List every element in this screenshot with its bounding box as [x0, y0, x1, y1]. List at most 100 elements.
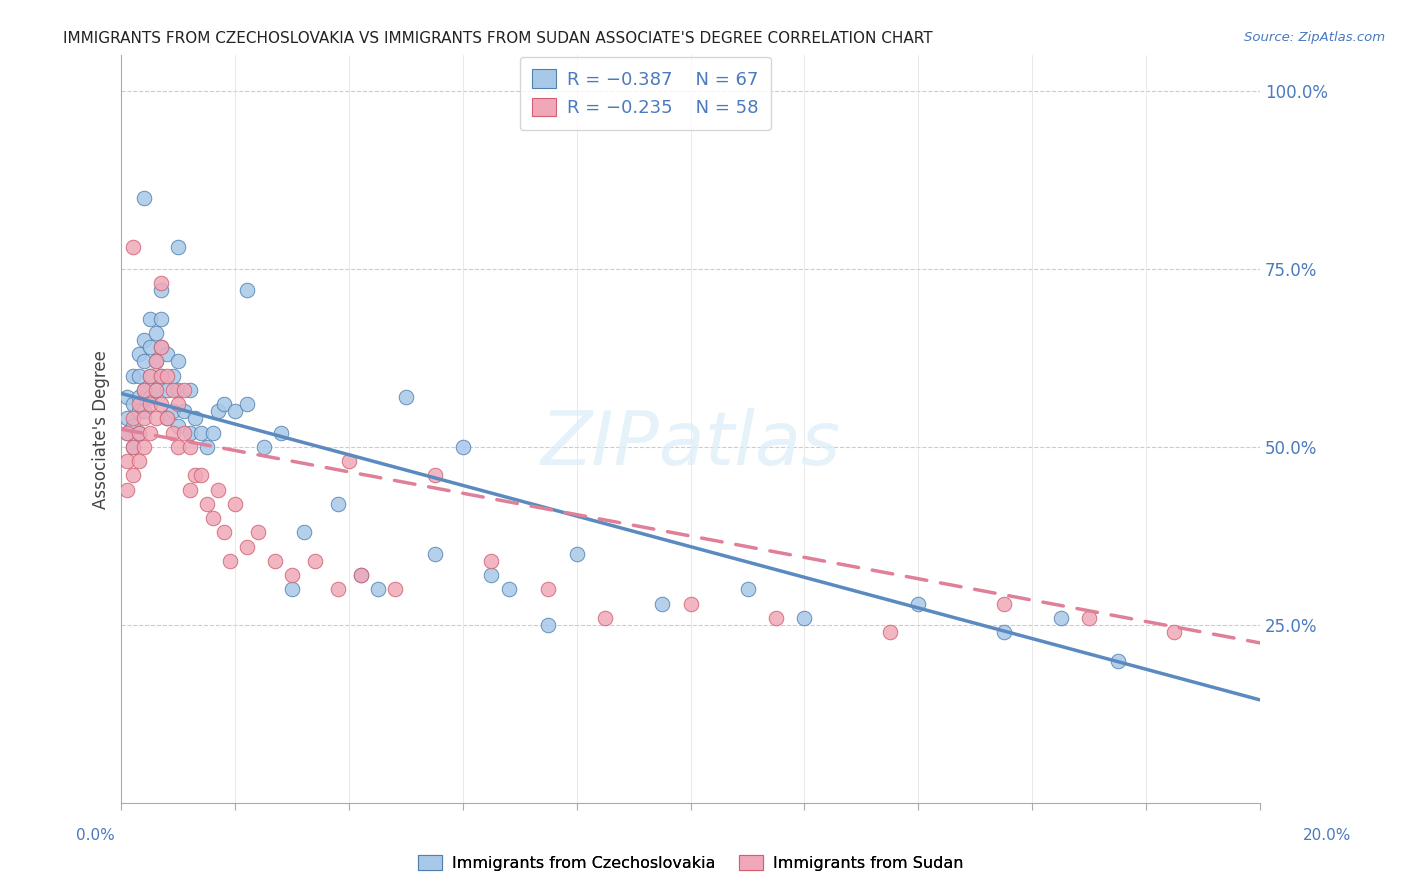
Text: IMMIGRANTS FROM CZECHOSLOVAKIA VS IMMIGRANTS FROM SUDAN ASSOCIATE'S DEGREE CORRE: IMMIGRANTS FROM CZECHOSLOVAKIA VS IMMIGR…: [63, 31, 934, 46]
Point: [179, 440, 201, 454]
Point: [292, 525, 315, 540]
Point: [207, 483, 229, 497]
Point: [179, 483, 201, 497]
Point: [481, 568, 503, 582]
Point: [150, 397, 173, 411]
Point: [128, 397, 150, 411]
Point: [134, 333, 156, 347]
Point: [565, 547, 588, 561]
Point: [451, 440, 474, 454]
Point: [121, 468, 143, 483]
Point: [173, 383, 195, 397]
Legend: Immigrants from Czechoslovakia, Immigrants from Sudan: Immigrants from Czechoslovakia, Immigran…: [412, 849, 970, 878]
Point: [150, 276, 173, 290]
Point: [115, 454, 138, 468]
Point: [304, 554, 326, 568]
Point: [190, 425, 212, 440]
Point: [264, 554, 287, 568]
Point: [139, 340, 162, 354]
Point: [907, 597, 929, 611]
Point: [235, 397, 257, 411]
Point: [1107, 654, 1129, 668]
Point: [326, 497, 349, 511]
Point: [167, 354, 190, 368]
Point: [121, 397, 143, 411]
Point: [150, 283, 173, 297]
Text: 20.0%: 20.0%: [1303, 829, 1351, 843]
Point: [145, 354, 167, 368]
Point: [121, 240, 143, 254]
Text: Source: ZipAtlas.com: Source: ZipAtlas.com: [1244, 31, 1385, 45]
Point: [993, 597, 1015, 611]
Point: [121, 418, 143, 433]
Point: [247, 525, 270, 540]
Point: [115, 411, 138, 425]
Point: [128, 425, 150, 440]
Point: [537, 582, 560, 597]
Point: [212, 397, 235, 411]
Point: [184, 468, 207, 483]
Point: [121, 368, 143, 383]
Point: [128, 454, 150, 468]
Point: [139, 390, 162, 404]
Y-axis label: Associate's Degree: Associate's Degree: [93, 350, 110, 508]
Point: [337, 454, 360, 468]
Point: [326, 582, 349, 597]
Point: [162, 404, 184, 418]
Point: [765, 611, 787, 625]
Point: [162, 425, 184, 440]
Point: [134, 383, 156, 397]
Point: [145, 326, 167, 340]
Point: [139, 368, 162, 383]
Point: [134, 404, 156, 418]
Point: [150, 340, 173, 354]
Point: [253, 440, 276, 454]
Point: [281, 582, 304, 597]
Point: [139, 425, 162, 440]
Point: [150, 368, 173, 383]
Point: [173, 425, 195, 440]
Point: [593, 611, 616, 625]
Point: [145, 383, 167, 397]
Point: [395, 390, 418, 404]
Point: [651, 597, 673, 611]
Point: [150, 368, 173, 383]
Point: [879, 625, 901, 640]
Point: [184, 411, 207, 425]
Point: [167, 440, 190, 454]
Point: [281, 568, 304, 582]
Point: [498, 582, 520, 597]
Point: [156, 411, 179, 425]
Point: [737, 582, 759, 597]
Point: [195, 497, 218, 511]
Point: [173, 404, 195, 418]
Point: [128, 425, 150, 440]
Point: [270, 425, 292, 440]
Point: [134, 383, 156, 397]
Point: [139, 368, 162, 383]
Point: [167, 383, 190, 397]
Point: [115, 425, 138, 440]
Point: [134, 354, 156, 368]
Point: [134, 191, 156, 205]
Point: [167, 418, 190, 433]
Point: [993, 625, 1015, 640]
Point: [179, 425, 201, 440]
Point: [156, 411, 179, 425]
Point: [1078, 611, 1101, 625]
Point: [128, 404, 150, 418]
Point: [349, 568, 371, 582]
Point: [481, 554, 503, 568]
Point: [128, 347, 150, 361]
Point: [134, 440, 156, 454]
Point: [367, 582, 389, 597]
Point: [156, 368, 179, 383]
Point: [121, 440, 143, 454]
Point: [423, 468, 446, 483]
Point: [167, 240, 190, 254]
Point: [162, 383, 184, 397]
Point: [1049, 611, 1071, 625]
Point: [150, 311, 173, 326]
Point: [218, 554, 240, 568]
Point: [139, 311, 162, 326]
